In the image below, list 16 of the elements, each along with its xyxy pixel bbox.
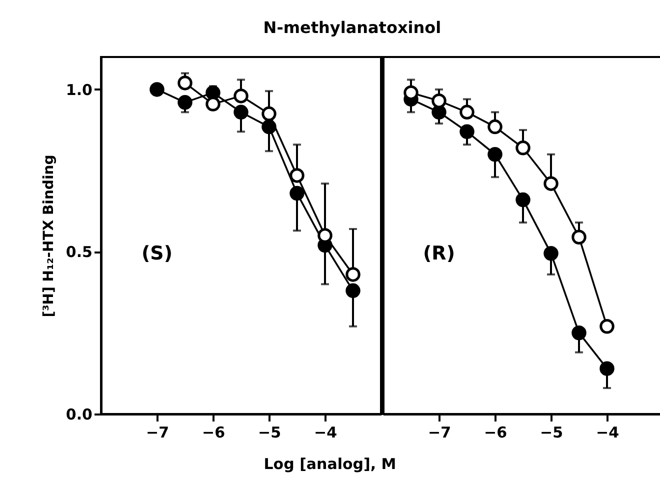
x-tick-label: −4 bbox=[596, 424, 620, 442]
x-tick-label: −6 bbox=[202, 424, 226, 442]
x-tick-label: −6 bbox=[484, 424, 508, 442]
annotation: (S) bbox=[141, 242, 173, 264]
x-axis-title: Log [analog], M bbox=[262, 455, 398, 473]
y-axis-title: [³H] H₁₂-HTX Binding bbox=[40, 154, 57, 318]
annotation: (R) bbox=[423, 242, 455, 264]
x-tick-label: −7 bbox=[146, 424, 170, 442]
x-tick-label: −4 bbox=[314, 424, 338, 442]
x-tick-label: −5 bbox=[258, 424, 282, 442]
y-tick-label: 1.0 bbox=[66, 80, 92, 99]
chart-title: N-methylanatoxinol bbox=[263, 18, 442, 37]
y-tick-label: 0.5 bbox=[66, 243, 92, 262]
y-tick-label: 0.0 bbox=[66, 406, 92, 424]
x-tick-label: −7 bbox=[428, 424, 452, 442]
x-tick-label: −5 bbox=[540, 424, 564, 442]
